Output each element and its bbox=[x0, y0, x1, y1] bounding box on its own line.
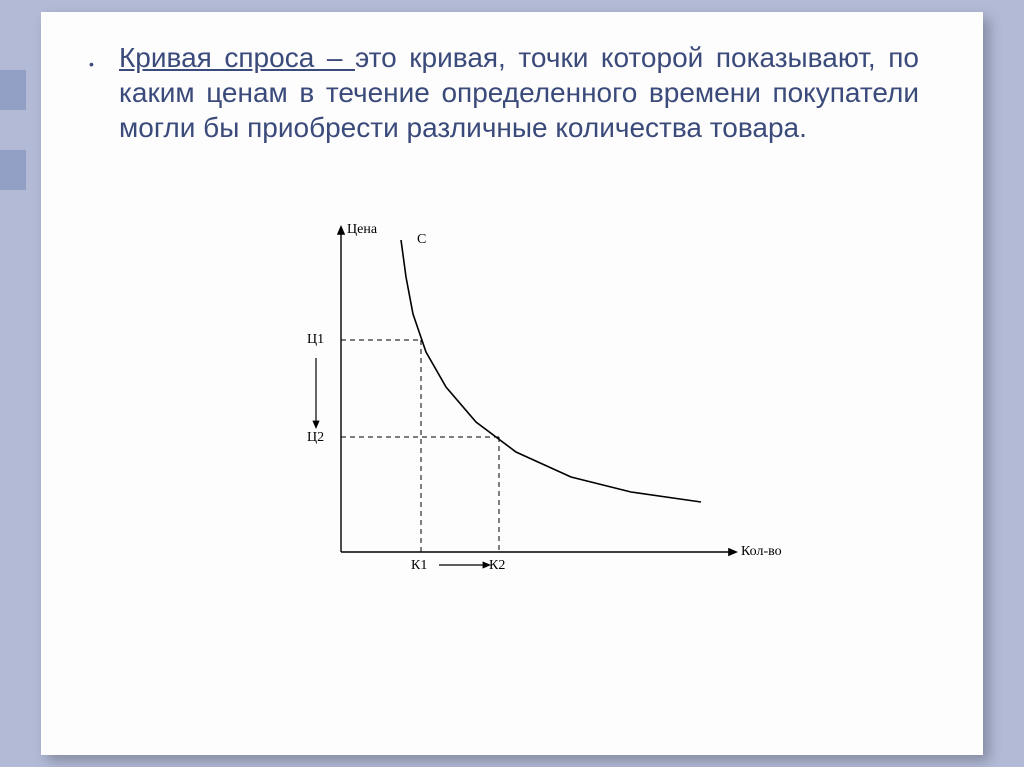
chart-svg bbox=[271, 222, 791, 602]
y-tick-2: Ц2 bbox=[307, 430, 324, 446]
x-tick-1: К1 bbox=[411, 558, 427, 574]
y-axis-label: Цена bbox=[347, 222, 377, 238]
side-accent-2 bbox=[0, 150, 26, 190]
x-tick-2: К2 bbox=[489, 558, 505, 574]
bullet-dot: • bbox=[89, 56, 94, 72]
curve-label: С bbox=[417, 232, 426, 248]
demand-chart: Цена Кол-во С Ц1 Ц2 К1 К2 bbox=[271, 222, 791, 602]
x-axis-label: Кол-во bbox=[741, 544, 782, 560]
content-card: • Кривая спроса – это кривая, точки кото… bbox=[41, 12, 983, 755]
term: Кривая спроса – bbox=[119, 42, 355, 73]
definition-text: Кривая спроса – это кривая, точки которо… bbox=[119, 40, 919, 145]
side-accent-1 bbox=[0, 70, 26, 110]
slide-background: • Кривая спроса – это кривая, точки кото… bbox=[0, 0, 1024, 767]
y-tick-1: Ц1 bbox=[307, 332, 324, 348]
